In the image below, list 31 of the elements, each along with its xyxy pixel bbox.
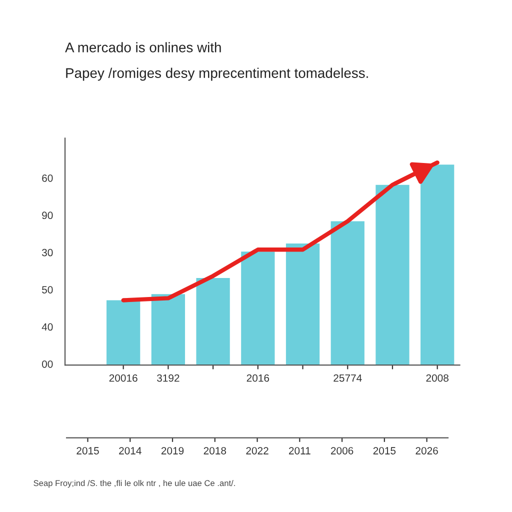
text: Seap Froy;ind /S. the ,fli le olk ntr , he ule uae Ce .ant/. [34,480,235,488]
bar [286,244,320,366]
text: 40 [42,323,53,331]
bar [330,221,364,366]
text: 50 [42,286,53,294]
chart-title: A mercado is onlines with [65,42,221,52]
text: 2014 [119,447,142,454]
text: 30 [42,248,53,256]
text: 2006 [330,447,354,454]
x-tick-label: 25774 [334,374,362,382]
x-tick-label: 2008 [426,374,448,382]
x-tick-label: 3192 [157,374,180,382]
bar [196,278,230,366]
text: 2026 [416,447,438,454]
bar [106,300,140,366]
text: 60 [42,174,53,182]
text: 2018 [204,447,226,454]
text: 2015 [76,447,99,454]
text: 2022 [246,447,268,454]
text: 90 [42,212,53,220]
x-tick-label: 20016 [109,374,138,382]
x-tick-label: 2016 [246,374,270,382]
chart-subtitle: Papey /romiges desy mprecentiment tomadeless. [66,68,368,81]
bar [420,164,454,366]
bar [241,252,275,366]
text: 2015 [373,447,396,454]
text: 00 [42,360,53,368]
text: 2011 [288,447,310,454]
bar [376,184,410,366]
bar [151,294,186,366]
text: 2019 [161,447,184,454]
